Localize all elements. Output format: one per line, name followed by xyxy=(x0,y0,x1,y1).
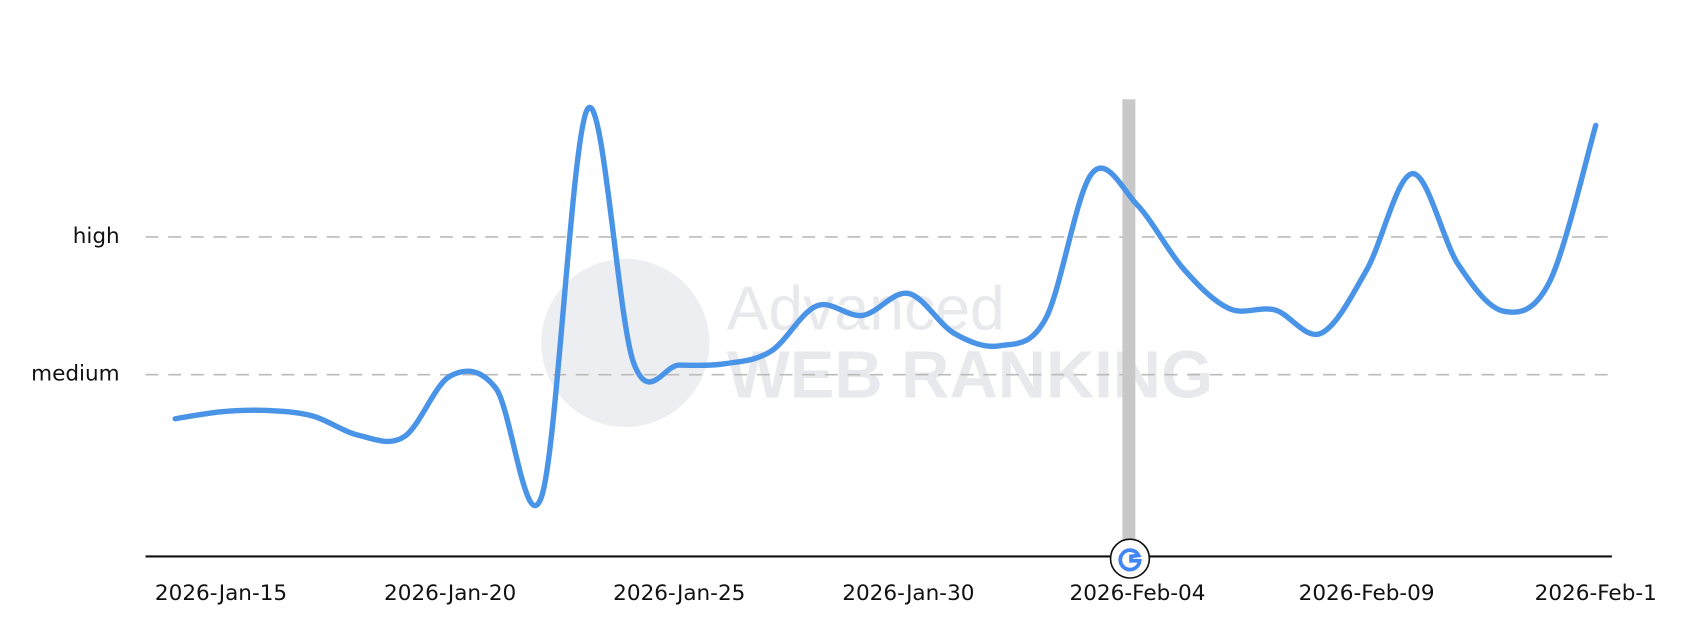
x-tick-label: 2026-Feb-04 xyxy=(1070,581,1206,606)
google-icon xyxy=(1118,548,1142,572)
google-marker[interactable] xyxy=(1109,538,1151,579)
y-tick-label: high xyxy=(73,224,120,249)
x-tick-label: 2026-Jan-25 xyxy=(613,581,745,606)
watermark-text: Advanced xyxy=(727,273,1005,343)
x-tick-label: 2026-Feb-1 xyxy=(1535,581,1657,606)
watermark-globe xyxy=(541,258,710,428)
watermark: Advanced WEB RANKING xyxy=(541,258,1213,428)
x-tick-label: 2026-Jan-15 xyxy=(155,581,287,606)
x-tick-label: 2026-Feb-09 xyxy=(1299,581,1435,606)
y-tick-label: medium xyxy=(31,362,120,387)
update-band xyxy=(1122,99,1136,557)
x-tick-label: 2026-Jan-20 xyxy=(384,581,516,606)
line xyxy=(172,104,1599,509)
x-tick-label: 2026-Jan-30 xyxy=(842,581,974,606)
